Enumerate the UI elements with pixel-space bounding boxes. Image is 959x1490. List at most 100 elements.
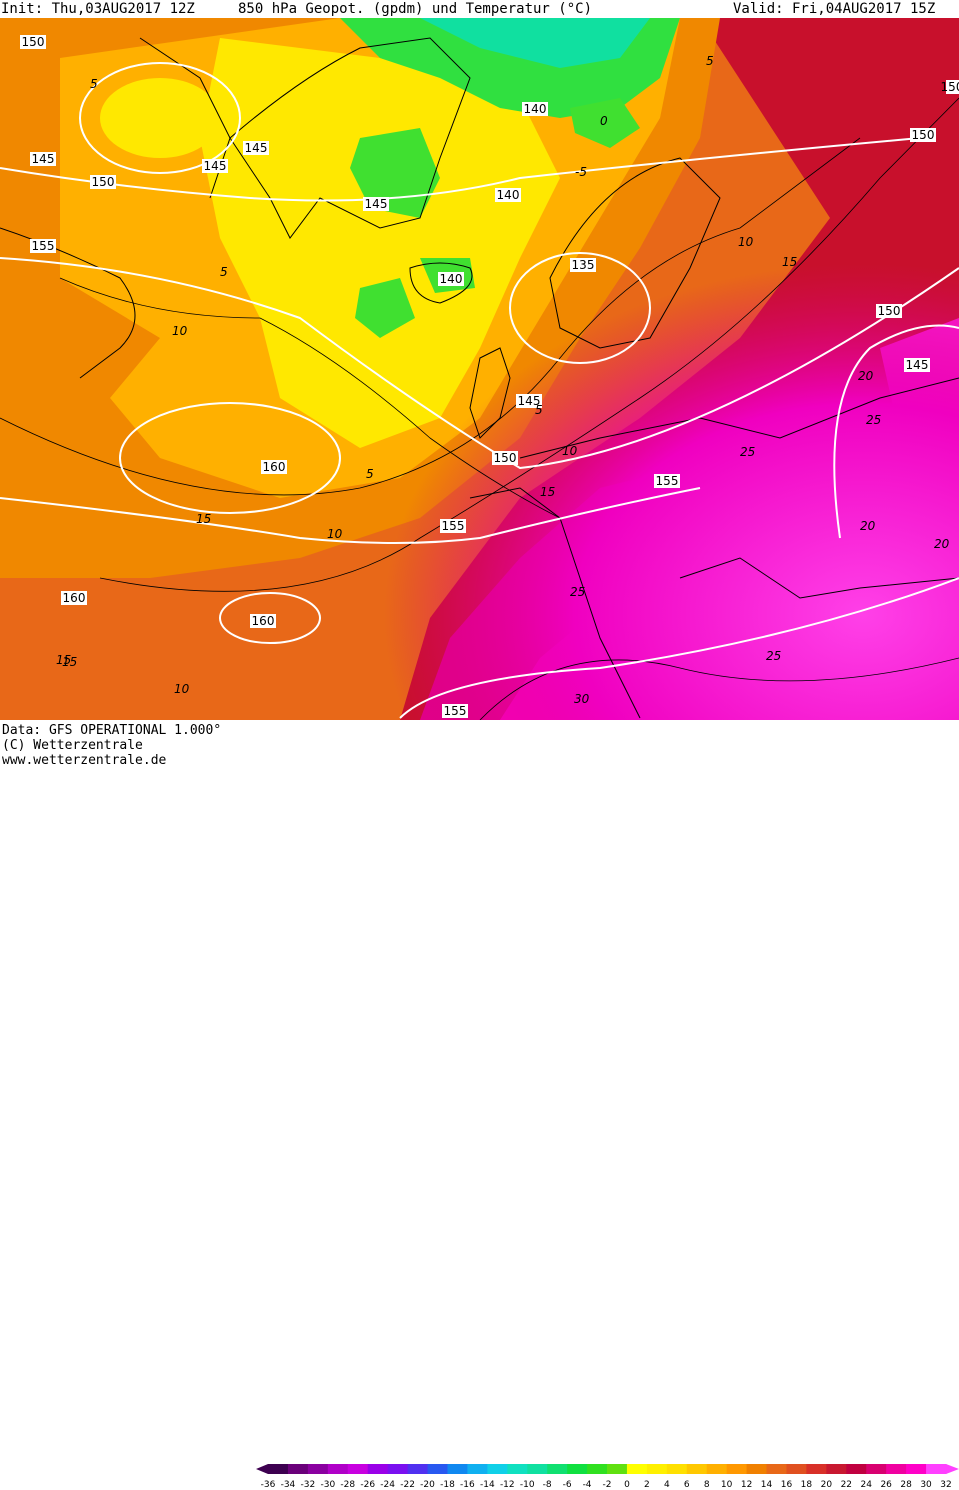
geo-label: 145 <box>30 152 56 166</box>
colorbar-swatch <box>926 1464 947 1474</box>
header-bar: Init: Thu,03AUG2017 12Z 850 hPa Geopot. … <box>0 0 959 18</box>
colorbar-swatch <box>467 1464 488 1474</box>
geo-label: 145 <box>516 394 542 408</box>
geopotential-labels: 150 145 150 145 145 155 145 140 140 140 … <box>20 35 959 718</box>
colorbar-tick-label: 28 <box>900 1480 912 1490</box>
svg-text:150: 150 <box>878 304 901 318</box>
colorbar-tick-label: 26 <box>880 1480 892 1490</box>
svg-text:10: 10 <box>172 324 188 338</box>
geo-label: 150 <box>876 304 902 318</box>
colorbar-swatch <box>666 1464 688 1474</box>
svg-text:15: 15 <box>56 653 71 667</box>
colorbar-swatch <box>786 1464 807 1474</box>
svg-text:15: 15 <box>782 255 797 269</box>
geo-label: 145 <box>363 197 389 211</box>
colorbar-swatch <box>447 1464 468 1474</box>
colorbar-tick-label: 18 <box>801 1480 813 1490</box>
svg-text:15: 15 <box>196 512 211 526</box>
geo-label: 145 <box>243 141 269 155</box>
colorbar-tick-label: -18 <box>440 1480 455 1490</box>
colorbar-tick-label: 16 <box>781 1480 793 1490</box>
svg-text:145: 145 <box>32 152 55 166</box>
colorbar-swatch <box>527 1464 548 1474</box>
svg-text:5: 5 <box>90 77 98 91</box>
greenland-coast <box>229 37 471 239</box>
svg-text:25: 25 <box>740 445 755 459</box>
svg-text:25: 25 <box>866 413 881 427</box>
colorbar-swatch <box>726 1464 748 1474</box>
svg-text:5: 5 <box>220 265 228 279</box>
colorbar-swatch <box>646 1464 668 1474</box>
svg-text:10: 10 <box>562 444 578 458</box>
colorbar-tick-label: 22 <box>841 1480 852 1490</box>
svg-text:5: 5 <box>535 403 543 417</box>
svg-text:155: 155 <box>32 239 55 253</box>
colorbar-tick-label: -22 <box>400 1480 415 1490</box>
geo-label: 145 <box>904 358 930 372</box>
colorbar-swatch <box>487 1464 508 1474</box>
svg-text:150: 150 <box>92 175 115 189</box>
svg-text:20: 20 <box>858 369 874 383</box>
colorbar-swatch <box>567 1464 588 1474</box>
geo-label: 155 <box>442 704 468 718</box>
svg-text:20: 20 <box>860 519 876 533</box>
svg-text:155: 155 <box>442 519 465 533</box>
svg-text:145: 145 <box>245 141 268 155</box>
colorbar-tick-label: -20 <box>420 1480 435 1490</box>
colorbar-tick-label: -34 <box>281 1480 296 1490</box>
colorbar-tick-label: -28 <box>340 1480 355 1490</box>
colorbar-tick-label: 12 <box>741 1480 752 1490</box>
colorbar-swatch <box>846 1464 867 1474</box>
data-source-label: Data: GFS OPERATIONAL 1.000° <box>2 723 222 738</box>
colorbar-tick-label: -12 <box>500 1480 515 1490</box>
svg-text:15: 15 <box>62 655 77 669</box>
geo-label: 155 <box>654 474 680 488</box>
geo-label: 150 <box>910 128 936 142</box>
colorbar-swatch <box>347 1464 369 1474</box>
colorbar-swatch <box>626 1464 648 1474</box>
colorbar-swatch <box>268 1464 289 1474</box>
geo-label: 150 <box>941 80 959 94</box>
svg-text:160: 160 <box>263 460 286 474</box>
svg-text:0: 0 <box>600 114 608 128</box>
colorbar-swatch <box>547 1464 568 1474</box>
geopotential-isolines <box>0 62 959 719</box>
svg-text:150: 150 <box>941 80 959 94</box>
svg-text:145: 145 <box>365 197 388 211</box>
temperature-colorbar: -36 -34 -32 -30 -28 -26 -24 -22 -20 -18 -16 -14 -12-… <box>256 1464 959 1490</box>
geo-label: 150 <box>492 451 518 465</box>
iceland-coast <box>409 262 473 304</box>
geo-label: 155 <box>440 519 466 533</box>
svg-text:140: 140 <box>440 272 463 286</box>
colorbar-swatch <box>826 1464 847 1474</box>
colorbar-tick-label: -10 <box>520 1480 535 1490</box>
colorbar-tick-label: -4 <box>583 1480 592 1490</box>
colorbar-tick-label: -6 <box>563 1480 572 1490</box>
svg-text:30: 30 <box>574 692 590 706</box>
colorbar-tick-label: -16 <box>460 1480 475 1490</box>
colorbar-swatch <box>706 1464 728 1474</box>
europe-coast <box>519 377 959 459</box>
svg-text:25: 25 <box>766 649 781 663</box>
colorbar-swatch <box>686 1464 708 1474</box>
colorbar-swatch <box>387 1464 409 1474</box>
colorbar-swatch <box>507 1464 528 1474</box>
colorbar-tick-label: 10 <box>721 1480 733 1490</box>
svg-text:135: 135 <box>572 258 595 272</box>
svg-text:155: 155 <box>656 474 679 488</box>
colorbar-tick-label: -2 <box>603 1480 612 1490</box>
geo-label: 145 <box>202 159 228 173</box>
svg-text:25: 25 <box>570 585 585 599</box>
colorbar-tick-label: 20 <box>821 1480 833 1490</box>
valid-time-label: Valid: Fri,04AUG2017 15Z <box>733 1 936 17</box>
svg-text:5: 5 <box>706 54 714 68</box>
svg-text:10: 10 <box>738 235 754 249</box>
geo-label: 160 <box>250 614 276 628</box>
colorbar-swatch <box>287 1464 309 1474</box>
svg-text:160: 160 <box>252 614 275 628</box>
colorbar-tick-label: 0 <box>624 1480 630 1490</box>
geo-label: 155 <box>30 239 56 253</box>
colorbar-tick-label: 6 <box>684 1480 690 1490</box>
colorbar-tick-label: -8 <box>543 1480 552 1490</box>
chart-title: 850 hPa Geopot. (gpdm) und Temperatur (°… <box>238 1 593 17</box>
